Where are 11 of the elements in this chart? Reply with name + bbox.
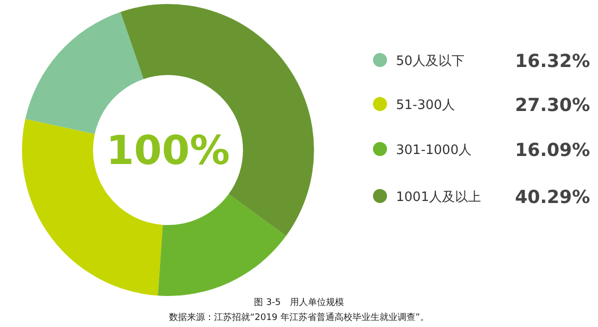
data-label: 16.32% [515,51,590,72]
data-label: 16.09% [515,140,590,161]
legend-label: 51-300人 [396,98,456,113]
legend-label: 301-1000人 [396,143,472,158]
data-label: 27.30% [515,95,590,116]
source-note: 数据来源：江苏招就“2019 年江苏省普通高校毕业生就业调查”。 [168,312,430,323]
legend-label: 1001人及以上 [396,190,482,205]
text: 图 3-5 用人单位规模 [254,297,344,308]
data-label: 40.29% [515,187,590,208]
legend-label: 50人及以下 [396,54,465,69]
text: 100% [106,128,230,174]
